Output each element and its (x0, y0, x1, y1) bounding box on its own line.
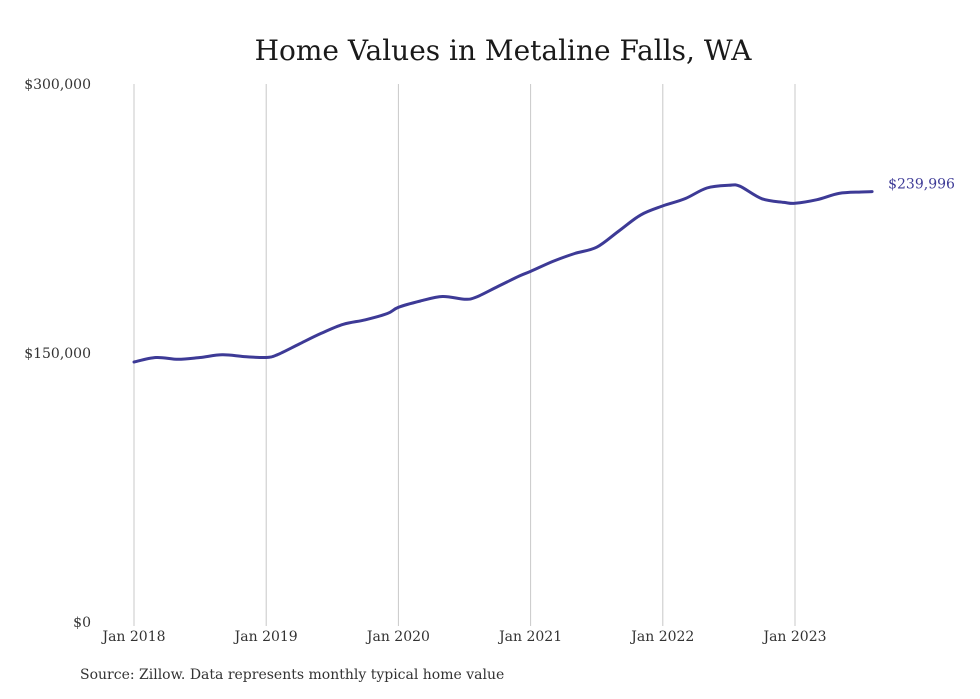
x-tick-label: Jan 2023 (761, 629, 826, 645)
end-value-label: $239,996 (888, 177, 955, 193)
x-axis: Jan 2018 Jan 2019 Jan 2020 Jan 2021 Jan 2022… (100, 629, 826, 645)
series-line (132, 183, 874, 364)
x-tick-label: Jan 2021 (497, 629, 562, 645)
y-tick-label: $0 (73, 615, 91, 631)
y-axis: $0 $150,000 $300,000 (24, 77, 91, 631)
source-note: Source: Zillow. Data represents monthly … (80, 667, 505, 683)
y-tick-label: $150,000 (24, 346, 91, 362)
x-tick-label: Jan 2022 (629, 629, 694, 645)
y-tick-label: $300,000 (24, 77, 91, 93)
series-layer: $239,996 (132, 177, 955, 364)
gridlines (133, 84, 796, 626)
x-tick-label: Jan 2019 (233, 629, 298, 645)
x-tick-label: Jan 2020 (365, 629, 430, 645)
chart-title: Home Values in Metaline Falls, WA (255, 34, 753, 67)
x-tick-label: Jan 2018 (100, 629, 165, 645)
